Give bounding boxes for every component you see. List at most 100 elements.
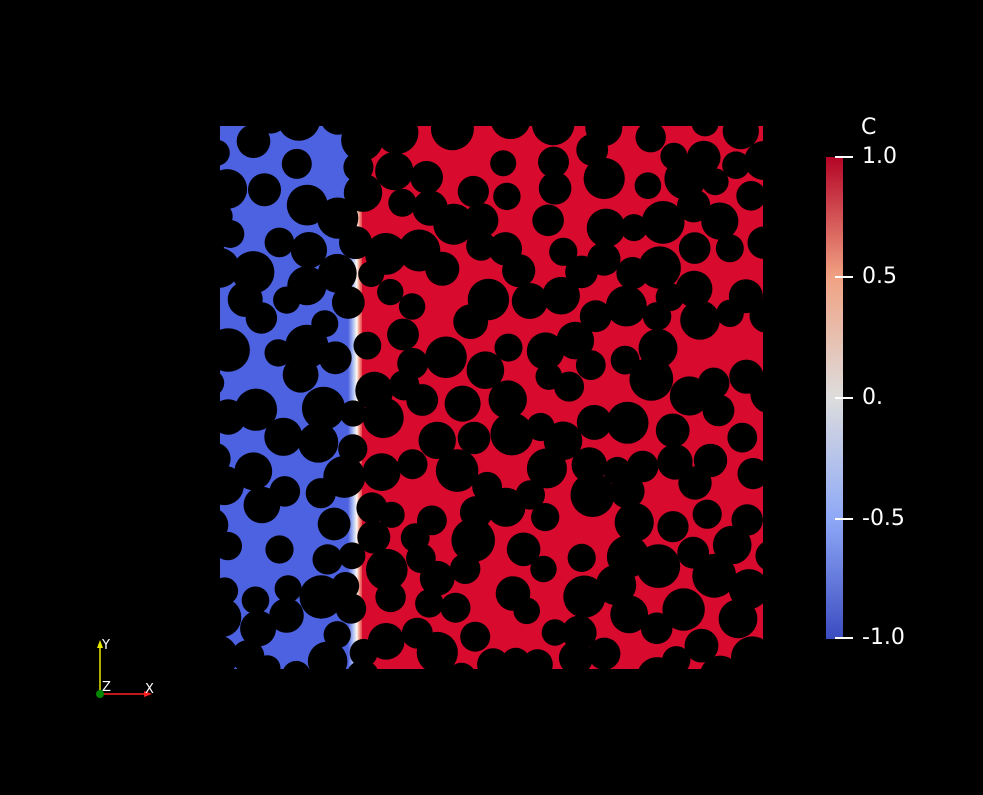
obstacle-grain (490, 150, 517, 177)
obstacle-grain (522, 649, 553, 669)
colorbar-title: C (861, 115, 877, 140)
obstacle-grain (397, 348, 429, 379)
obstacle-grain (220, 169, 248, 209)
obstacle-grain (398, 229, 441, 272)
obstacle-grain (535, 363, 563, 390)
obstacle-grain (331, 286, 365, 319)
z-axis-label: Z (102, 680, 111, 695)
obstacle-grain (526, 412, 555, 442)
colorbar-tick (835, 637, 853, 639)
solid-obstacles (220, 126, 763, 669)
obstacle-grain (692, 553, 737, 598)
obstacle-grain (583, 157, 625, 200)
obstacle-grain (460, 621, 491, 652)
obstacle-grain (701, 168, 729, 196)
obstacle-grain (375, 152, 414, 191)
obstacle-grain (736, 181, 763, 211)
obstacle-grain (728, 279, 763, 314)
obstacle-grain (457, 175, 489, 208)
obstacle-grain (236, 126, 271, 158)
obstacle-grain (680, 300, 720, 340)
obstacle-grain (450, 553, 481, 584)
obstacle-grain (606, 535, 650, 578)
z-axis-dot (96, 690, 104, 698)
obstacle-grain (692, 499, 722, 529)
obstacle-grain (722, 126, 759, 150)
obstacle-grain (317, 253, 357, 293)
obstacle-grain (467, 278, 510, 321)
obstacle-grain (220, 531, 242, 561)
obstacle-grain (343, 173, 383, 212)
obstacle-grain (662, 646, 691, 669)
obstacle-grain (355, 371, 394, 410)
obstacle-grain (737, 458, 763, 490)
obstacle-grain (693, 443, 728, 478)
obstacle-grain (278, 126, 320, 141)
obstacle-grain (377, 278, 404, 306)
obstacle-grain (317, 507, 351, 541)
obstacle-grain (269, 598, 304, 633)
obstacle-grain (526, 448, 567, 489)
orientation-axes-widget (96, 640, 152, 698)
obstacle-grain (418, 421, 456, 460)
obstacle-grain (290, 232, 327, 269)
obstacle-grain (343, 152, 374, 183)
obstacle-grain (490, 412, 534, 456)
obstacle-grain (620, 214, 648, 242)
obstacle-grain (362, 453, 401, 491)
obstacle-grain (634, 172, 662, 199)
obstacle-grain (416, 631, 458, 669)
colorbar-tick-label: -0.5 (862, 506, 905, 531)
obstacle-grain (702, 394, 735, 427)
obstacle-grain (449, 662, 474, 669)
obstacle-grain (353, 331, 382, 360)
obstacle-grain (638, 246, 681, 289)
obstacle-grain (281, 148, 312, 179)
obstacle-grain (538, 172, 572, 205)
obstacle-grain (638, 328, 678, 368)
obstacle-grain (477, 648, 510, 669)
colorbar-tick (835, 276, 853, 278)
obstacle-grain (231, 640, 265, 669)
obstacle-grain (388, 188, 417, 217)
obstacle-grain (493, 182, 521, 211)
colorbar-tick-label: 1.0 (862, 144, 897, 169)
obstacle-grain (686, 140, 721, 175)
obstacle-grain (513, 597, 540, 625)
obstacle-grain (397, 449, 428, 480)
obstacle-grain (264, 417, 303, 456)
obstacle-grain (556, 321, 595, 360)
obstacle-grain (269, 476, 301, 507)
obstacle-grain (614, 502, 654, 542)
obstacle-grain (299, 575, 343, 619)
obstacle-grain (339, 226, 372, 260)
obstacle-grain (640, 612, 673, 645)
obstacle-grain (415, 589, 444, 618)
obstacle-grain (549, 237, 578, 266)
obstacle-grain (365, 233, 407, 275)
obstacle-grain (678, 232, 711, 264)
obstacle-grain (451, 518, 496, 562)
obstacle-grain (576, 404, 612, 440)
obstacle-grain (466, 231, 496, 261)
obstacle-grain (558, 640, 593, 669)
obstacle-grain (285, 324, 329, 369)
obstacle-grain (657, 511, 689, 543)
obstacle-grain (565, 255, 598, 289)
obstacle-grain (575, 350, 606, 380)
obstacle-grain (571, 447, 607, 483)
obstacle-grain (684, 628, 719, 663)
x-axis-arrow (144, 691, 152, 697)
obstacle-grain (494, 333, 523, 362)
obstacle-grain (605, 285, 647, 327)
obstacle-grain (232, 251, 275, 294)
obstacle-grain (338, 542, 366, 570)
obstacle-grain (245, 302, 278, 334)
obstacle-grain (322, 126, 353, 135)
obstacle-grain (698, 367, 730, 399)
obstacle-grain (430, 126, 474, 151)
obstacle-grain (530, 555, 557, 583)
colorbar-tick (835, 518, 853, 520)
colorbar-tick-label: 0. (862, 385, 883, 410)
